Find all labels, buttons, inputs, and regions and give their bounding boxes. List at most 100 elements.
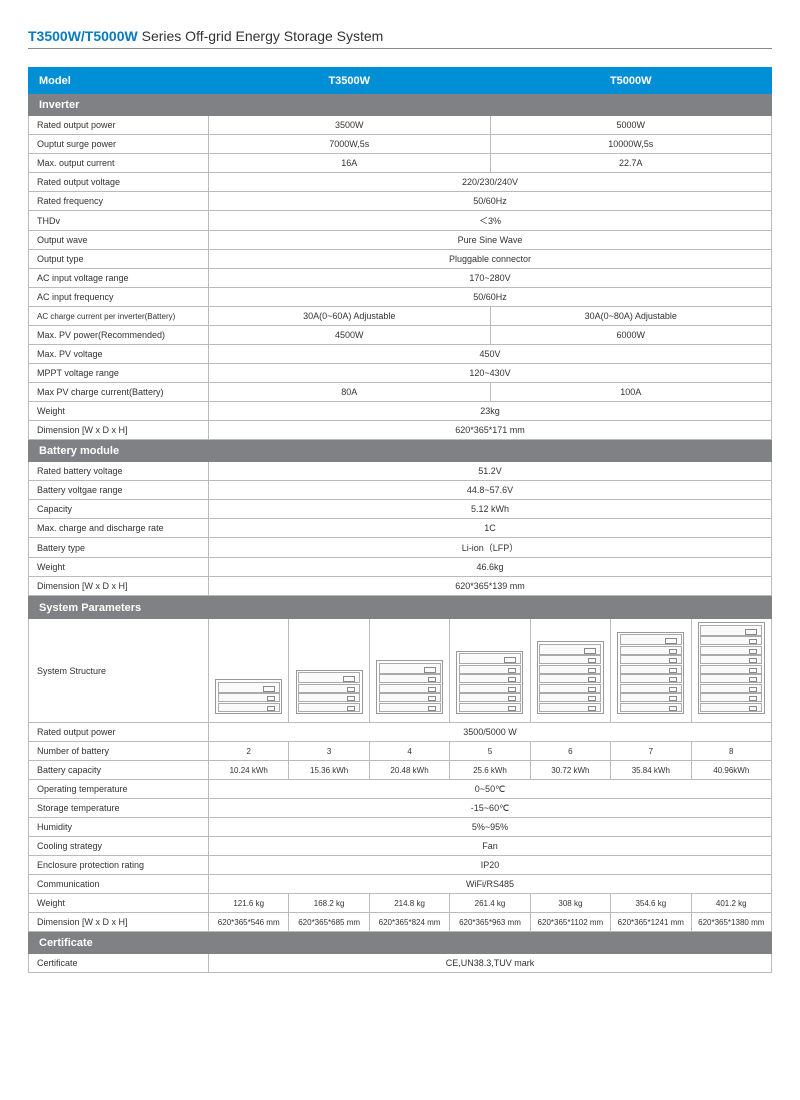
row-label: AC charge current per inverter(Battery) xyxy=(29,307,209,326)
row-label: Certificate xyxy=(29,954,209,973)
spec-sheet: T3500W/T5000W Series Off-grid Energy Sto… xyxy=(0,0,800,993)
row-value: 214.8 kg xyxy=(369,894,449,913)
spec-row: Enclosure protection ratingIP20 xyxy=(29,856,772,875)
stack-diagram xyxy=(369,619,449,723)
row-label: Weight xyxy=(29,894,209,913)
row-value: Fan xyxy=(209,837,772,856)
model-header-col1: T3500W xyxy=(209,68,491,94)
row-value: Pluggable connector xyxy=(209,250,772,269)
row-value: CE,UN38.3,TUV mark xyxy=(209,954,772,973)
spec-row: Output wavePure Sine Wave xyxy=(29,231,772,250)
spec-row: Max. charge and discharge rate1C xyxy=(29,519,772,538)
row-value: 50/60Hz xyxy=(209,192,772,211)
row-value: 46.6kg xyxy=(209,558,772,577)
spec-row: Battery capacity10.24 kWh15.36 kWh20.48 … xyxy=(29,761,772,780)
row-value: 44.8~57.6V xyxy=(209,481,772,500)
spec-row: Rated output power3500/5000 W xyxy=(29,723,772,742)
row-label: Rated frequency xyxy=(29,192,209,211)
spec-row: Battery typeLi-ion（LFP） xyxy=(29,538,772,558)
row-label: Dimension [W x D x H] xyxy=(29,577,209,596)
row-label: Rated battery voltage xyxy=(29,462,209,481)
row-label: Rated output power xyxy=(29,723,209,742)
row-label: Operating temperature xyxy=(29,780,209,799)
row-value: 5000W xyxy=(490,116,772,135)
row-value: 5 xyxy=(450,742,530,761)
spec-row: THDv＜3% xyxy=(29,211,772,231)
row-value: 120~430V xyxy=(209,364,772,383)
spec-row: Dimension [W x D x H]620*365*171 mm xyxy=(29,421,772,440)
row-value: 4500W xyxy=(209,326,491,345)
spec-row: Ouptut surge power7000W,5s10000W,5s xyxy=(29,135,772,154)
spec-row: Battery voltgae range44.8~57.6V xyxy=(29,481,772,500)
row-value: 6 xyxy=(530,742,610,761)
spec-row: Operating temperature0~50℃ xyxy=(29,780,772,799)
spec-row: Storage temperature-15~60℃ xyxy=(29,799,772,818)
row-value: 5%~95% xyxy=(209,818,772,837)
row-label: Dimension [W x D x H] xyxy=(29,913,209,932)
row-value: Li-ion（LFP） xyxy=(209,538,772,558)
spec-row: Max. output current16A22.7A xyxy=(29,154,772,173)
battery-stack-icon xyxy=(376,660,443,714)
page-title-row: T3500W/T5000W Series Off-grid Energy Sto… xyxy=(28,28,772,49)
row-value: 620*365*139 mm xyxy=(209,577,772,596)
row-label: Communication xyxy=(29,875,209,894)
spec-row: Weight23kg xyxy=(29,402,772,421)
spec-row: AC input frequency50/60Hz xyxy=(29,288,772,307)
battery-stack-icon xyxy=(296,670,363,715)
battery-stack-icon xyxy=(698,622,765,714)
row-value: 121.6 kg xyxy=(209,894,289,913)
row-value: 220/230/240V xyxy=(209,173,772,192)
row-label: Output wave xyxy=(29,231,209,250)
stack-diagram xyxy=(209,619,289,723)
row-value: 1C xyxy=(209,519,772,538)
battery-stack-icon xyxy=(537,641,604,714)
row-value: 25.6 kWh xyxy=(450,761,530,780)
row-value: 620*365*1380 mm xyxy=(691,913,771,932)
row-label: Rated output power xyxy=(29,116,209,135)
row-value: 6000W xyxy=(490,326,772,345)
spec-row: Output typePluggable connector xyxy=(29,250,772,269)
battery-stack-icon xyxy=(215,679,282,714)
row-value: 308 kg xyxy=(530,894,610,913)
row-value: 50/60Hz xyxy=(209,288,772,307)
row-value: IP20 xyxy=(209,856,772,875)
row-label: Rated output voltage xyxy=(29,173,209,192)
row-value: 30A(0~60A) Adjustable xyxy=(209,307,491,326)
spec-row: CertificateCE,UN38.3,TUV mark xyxy=(29,954,772,973)
row-label: Max. charge and discharge rate xyxy=(29,519,209,538)
row-label: Battery voltgae range xyxy=(29,481,209,500)
row-value: 620*365*1241 mm xyxy=(611,913,691,932)
spec-row: Rated battery voltage51.2V xyxy=(29,462,772,481)
system-structure-row: System Structure xyxy=(29,619,772,723)
row-label: MPPT voltage range xyxy=(29,364,209,383)
section-battery: Battery module xyxy=(29,440,772,462)
spec-row: Cooling strategyFan xyxy=(29,837,772,856)
row-value: 0~50℃ xyxy=(209,780,772,799)
spec-row: Rated frequency50/60Hz xyxy=(29,192,772,211)
row-value: 3500W xyxy=(209,116,491,135)
row-value: 40.96kWh xyxy=(691,761,771,780)
stack-diagram xyxy=(530,619,610,723)
row-value: ＜3% xyxy=(209,211,772,231)
row-label: Cooling strategy xyxy=(29,837,209,856)
row-label: Output type xyxy=(29,250,209,269)
row-value: WiFi/RS485 xyxy=(209,875,772,894)
row-value: 30.72 kWh xyxy=(530,761,610,780)
row-value: 620*365*1102 mm xyxy=(530,913,610,932)
row-value: 80A xyxy=(209,383,491,402)
stack-diagram xyxy=(289,619,369,723)
spec-row: AC input voltage range170~280V xyxy=(29,269,772,288)
row-label: Ouptut surge power xyxy=(29,135,209,154)
row-label: Weight xyxy=(29,402,209,421)
section-cert: Certificate xyxy=(29,932,772,954)
row-label: Weight xyxy=(29,558,209,577)
spec-row: Weight46.6kg xyxy=(29,558,772,577)
row-value: 2 xyxy=(209,742,289,761)
row-label: Dimension [W x D x H] xyxy=(29,421,209,440)
row-value: 22.7A xyxy=(490,154,772,173)
row-value: 354.6 kg xyxy=(611,894,691,913)
row-label: Storage temperature xyxy=(29,799,209,818)
row-value: 620*365*171 mm xyxy=(209,421,772,440)
row-label: Humidity xyxy=(29,818,209,837)
row-value: 16A xyxy=(209,154,491,173)
